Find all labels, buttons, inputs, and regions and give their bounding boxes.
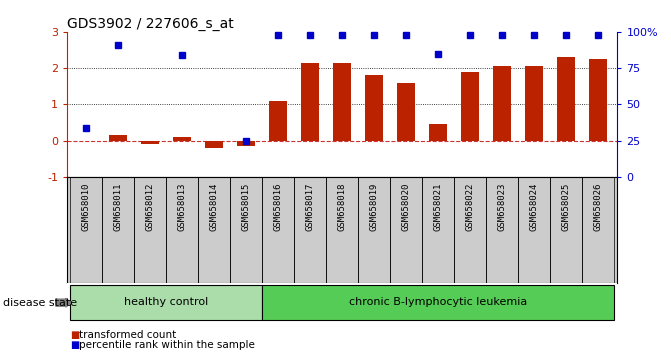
Text: chronic B-lymphocytic leukemia: chronic B-lymphocytic leukemia bbox=[349, 297, 527, 307]
Bar bbox=[301, 63, 319, 141]
Text: GSM658010: GSM658010 bbox=[82, 182, 91, 231]
Bar bbox=[109, 135, 127, 141]
Text: healthy control: healthy control bbox=[124, 297, 209, 307]
Bar bbox=[174, 137, 191, 141]
Text: disease state: disease state bbox=[3, 298, 77, 308]
Text: GSM658025: GSM658025 bbox=[562, 182, 570, 231]
Text: GSM658021: GSM658021 bbox=[433, 182, 443, 231]
Text: GSM658024: GSM658024 bbox=[529, 182, 539, 231]
Bar bbox=[589, 59, 607, 141]
Text: transformed count: transformed count bbox=[79, 330, 176, 339]
Bar bbox=[238, 141, 255, 146]
Bar bbox=[429, 124, 447, 141]
Bar bbox=[262, 285, 614, 320]
Text: GDS3902 / 227606_s_at: GDS3902 / 227606_s_at bbox=[67, 17, 234, 31]
Text: GSM658015: GSM658015 bbox=[242, 182, 251, 231]
Bar bbox=[205, 141, 223, 148]
Text: percentile rank within the sample: percentile rank within the sample bbox=[79, 340, 255, 350]
Bar bbox=[397, 82, 415, 141]
Text: GSM658018: GSM658018 bbox=[338, 182, 347, 231]
Bar bbox=[70, 285, 262, 320]
Bar bbox=[462, 72, 479, 141]
Bar bbox=[366, 75, 383, 141]
Bar bbox=[558, 57, 575, 141]
Text: GSM658026: GSM658026 bbox=[594, 182, 603, 231]
Text: GSM658012: GSM658012 bbox=[146, 182, 155, 231]
Bar bbox=[270, 101, 287, 141]
Bar bbox=[142, 141, 159, 144]
Text: GSM658013: GSM658013 bbox=[178, 182, 187, 231]
Text: ■: ■ bbox=[70, 330, 80, 339]
Bar bbox=[525, 66, 543, 141]
Text: ■: ■ bbox=[70, 340, 80, 350]
Text: GSM658019: GSM658019 bbox=[370, 182, 378, 231]
Text: GSM658023: GSM658023 bbox=[498, 182, 507, 231]
Bar bbox=[493, 66, 511, 141]
Text: GSM658014: GSM658014 bbox=[210, 182, 219, 231]
Bar bbox=[333, 63, 351, 141]
Text: GSM658020: GSM658020 bbox=[402, 182, 411, 231]
Text: GSM658011: GSM658011 bbox=[114, 182, 123, 231]
Text: GSM658022: GSM658022 bbox=[466, 182, 474, 231]
Text: GSM658017: GSM658017 bbox=[306, 182, 315, 231]
Text: GSM658016: GSM658016 bbox=[274, 182, 282, 231]
